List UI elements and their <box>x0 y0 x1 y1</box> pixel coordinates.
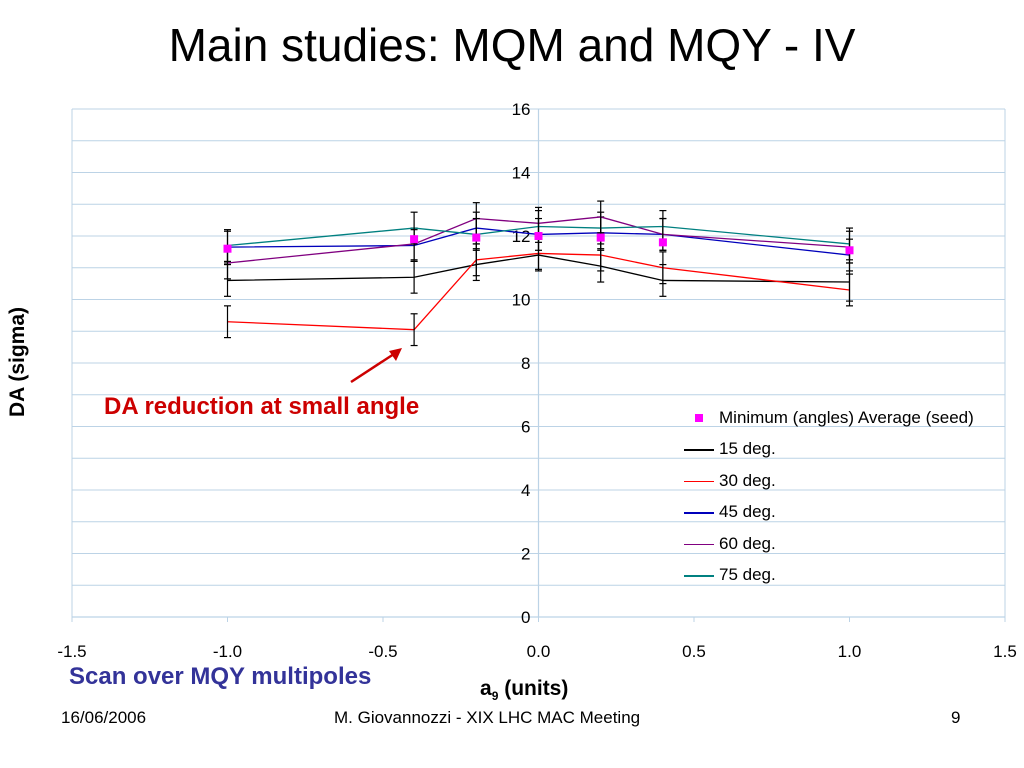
x-axis-label: a9 (units) <box>480 677 568 703</box>
legend-label: Minimum (angles) Average (seed) <box>719 407 974 427</box>
data-point-marker <box>534 232 543 240</box>
legend-label: 60 deg. <box>719 533 776 553</box>
annotation-text: DA reduction at small angle <box>104 393 420 420</box>
y-tick-label: 2 <box>521 545 530 564</box>
y-tick-label: 8 <box>521 354 530 373</box>
y-tick-label: 16 <box>512 100 531 119</box>
data-point-marker <box>658 238 667 247</box>
legend-label: 15 deg. <box>719 439 776 459</box>
legend-item: 15 deg. <box>684 434 974 466</box>
legend-item: 75 deg. <box>684 560 974 592</box>
annotation-arrow <box>350 350 398 384</box>
legend-key <box>684 568 714 582</box>
data-point-marker <box>845 246 854 255</box>
x-tick-label: -1.5 <box>57 642 86 661</box>
y-tick-label: 4 <box>521 481 530 500</box>
legend: Minimum (angles) Average (seed) 15 deg. 30… <box>684 402 974 591</box>
y-axis-label: DA (sigma) <box>6 306 29 418</box>
legend-item: 45 deg. <box>684 497 974 529</box>
x-axis-label-main: a <box>480 677 492 700</box>
data-point-marker <box>472 233 481 242</box>
legend-label: 45 deg. <box>719 502 776 522</box>
y-tick-label: 6 <box>521 418 530 437</box>
x-tick-label: 0.0 <box>527 642 551 661</box>
data-point-marker <box>596 233 605 242</box>
legend-item: 60 deg. <box>684 528 974 560</box>
legend-key <box>684 411 714 425</box>
x-tick-label: -1.0 <box>213 642 242 661</box>
legend-key <box>684 505 714 519</box>
legend-key <box>684 537 714 551</box>
data-point-marker <box>223 244 232 253</box>
data-point-marker <box>410 235 419 244</box>
legend-key <box>684 474 714 488</box>
x-axis-label-units: (units) <box>498 677 569 700</box>
footer-center: M. Giovannozzi - XIX LHC MAC Meeting <box>334 708 641 727</box>
annotation-arrowhead <box>389 348 402 361</box>
legend-label: 75 deg. <box>719 565 776 585</box>
footer-page: 9 <box>951 708 961 727</box>
footer-date: 16/06/2006 <box>61 708 147 727</box>
slide-title: Main studies: MQM and MQY - IV <box>168 19 856 71</box>
x-axis-label-subscript: 9 <box>491 689 499 704</box>
x-tick-label: 1.0 <box>838 642 862 661</box>
caption-text: Scan over MQY multipoles <box>69 663 372 690</box>
legend-label: 30 deg. <box>719 470 776 490</box>
y-tick-label: 0 <box>521 608 530 627</box>
legend-item: 30 deg. <box>684 465 974 497</box>
legend-key <box>684 442 714 456</box>
y-tick-label: 14 <box>512 164 531 183</box>
legend-item: Minimum (angles) Average (seed) <box>684 402 974 434</box>
x-tick-label: 1.5 <box>993 642 1017 661</box>
x-tick-label: 0.5 <box>682 642 706 661</box>
y-tick-label: 10 <box>512 291 531 310</box>
x-tick-label: -0.5 <box>368 642 397 661</box>
